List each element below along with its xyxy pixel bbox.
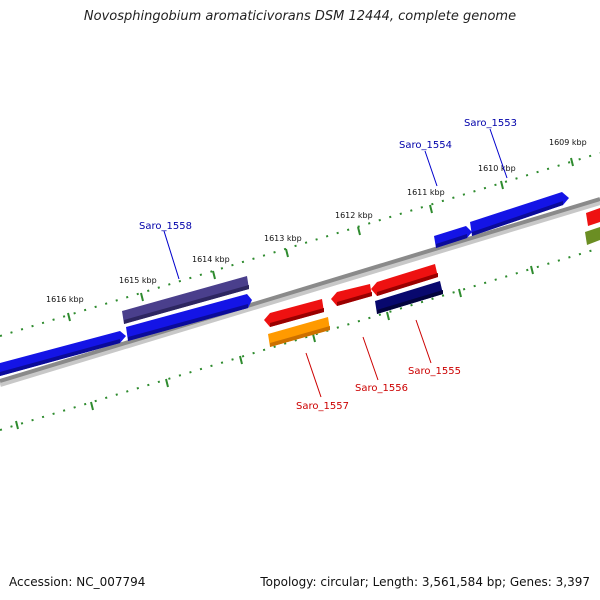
major-tick [90,401,94,411]
major-tick [530,265,534,275]
leader-saro-1554 [424,150,438,187]
major-tick [458,288,462,298]
genome-backbone-shadow [0,199,600,387]
ruler-label-1613: 1613 kbp [264,234,302,243]
major-tick [140,292,144,302]
gene-arrow-forward[interactable] [434,226,472,248]
leader-saro-1556 [362,336,379,381]
gene-label-saro-1554[interactable]: Saro_1554 [399,140,452,151]
major-tick [212,270,216,280]
major-tick [357,226,361,236]
major-tick [500,180,504,190]
major-tick [312,333,316,343]
gene-arrow-saro-1555[interactable] [375,281,443,314]
gene-label-saro-1556[interactable]: Saro_1556 [355,383,408,394]
major-tick [239,355,243,365]
ruler-label-1612: 1612 kbp [335,211,373,220]
ruler-label-1611: 1611 kbp [407,188,445,197]
gene-arrow-saro-1556[interactable] [331,284,372,306]
ruler-label-1614: 1614 kbp [192,255,230,264]
gene-arrow-forward[interactable] [585,227,600,245]
gene-arrow-saro-1557[interactable] [268,317,330,347]
major-tick [67,312,71,322]
major-tick [570,157,574,167]
major-tick [285,248,289,258]
major-tick [386,311,390,321]
ruler-label-1616: 1616 kbp [46,295,84,304]
gene-label-saro-1558[interactable]: Saro_1558 [139,221,192,232]
major-tick [165,378,169,388]
gene-arrow-saro-1558-top[interactable] [122,276,249,324]
gene-label-saro-1553[interactable]: Saro_1553 [464,118,517,129]
genome-summary-text: Topology: circular; Length: 3,561,584 bp… [260,575,590,589]
genome-title: Novosphingobium aromaticivorans DSM 1244… [83,9,517,24]
gene-label-saro-1555[interactable]: Saro_1555 [408,366,461,377]
leader-saro-1553 [489,128,508,179]
leader-saro-1558 [163,230,180,280]
leader-saro-1557 [305,352,322,398]
gene-arrow-reverse[interactable] [371,264,438,296]
accession-text: Accession: NC_007794 [9,575,146,589]
gene-arrow-reverse[interactable] [264,299,324,327]
gene-arrow-forward[interactable] [470,192,569,236]
ruler-label-1615: 1615 kbp [119,276,157,285]
outer-ruler [0,152,600,337]
genome-backbone [0,197,600,383]
ruler-label-1610: 1610 kbp [478,164,516,173]
gene-label-saro-1557[interactable]: Saro_1557 [296,401,349,412]
major-tick [429,204,433,214]
gene-arrow-forward[interactable] [0,331,126,376]
ruler-label-1609: 1609 kbp [549,138,587,147]
leader-saro-1555 [415,319,432,364]
gene-arrow-forward[interactable] [126,294,252,341]
inner-ruler [0,247,600,431]
major-tick [15,420,19,430]
gene-arrow-forward[interactable] [586,208,600,226]
